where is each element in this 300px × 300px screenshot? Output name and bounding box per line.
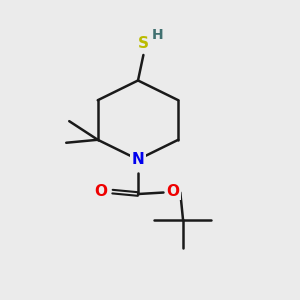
- Text: S: S: [138, 36, 149, 51]
- Text: O: O: [167, 184, 180, 199]
- Text: O: O: [94, 184, 108, 199]
- Text: H: H: [152, 28, 164, 43]
- Text: N: N: [132, 152, 144, 167]
